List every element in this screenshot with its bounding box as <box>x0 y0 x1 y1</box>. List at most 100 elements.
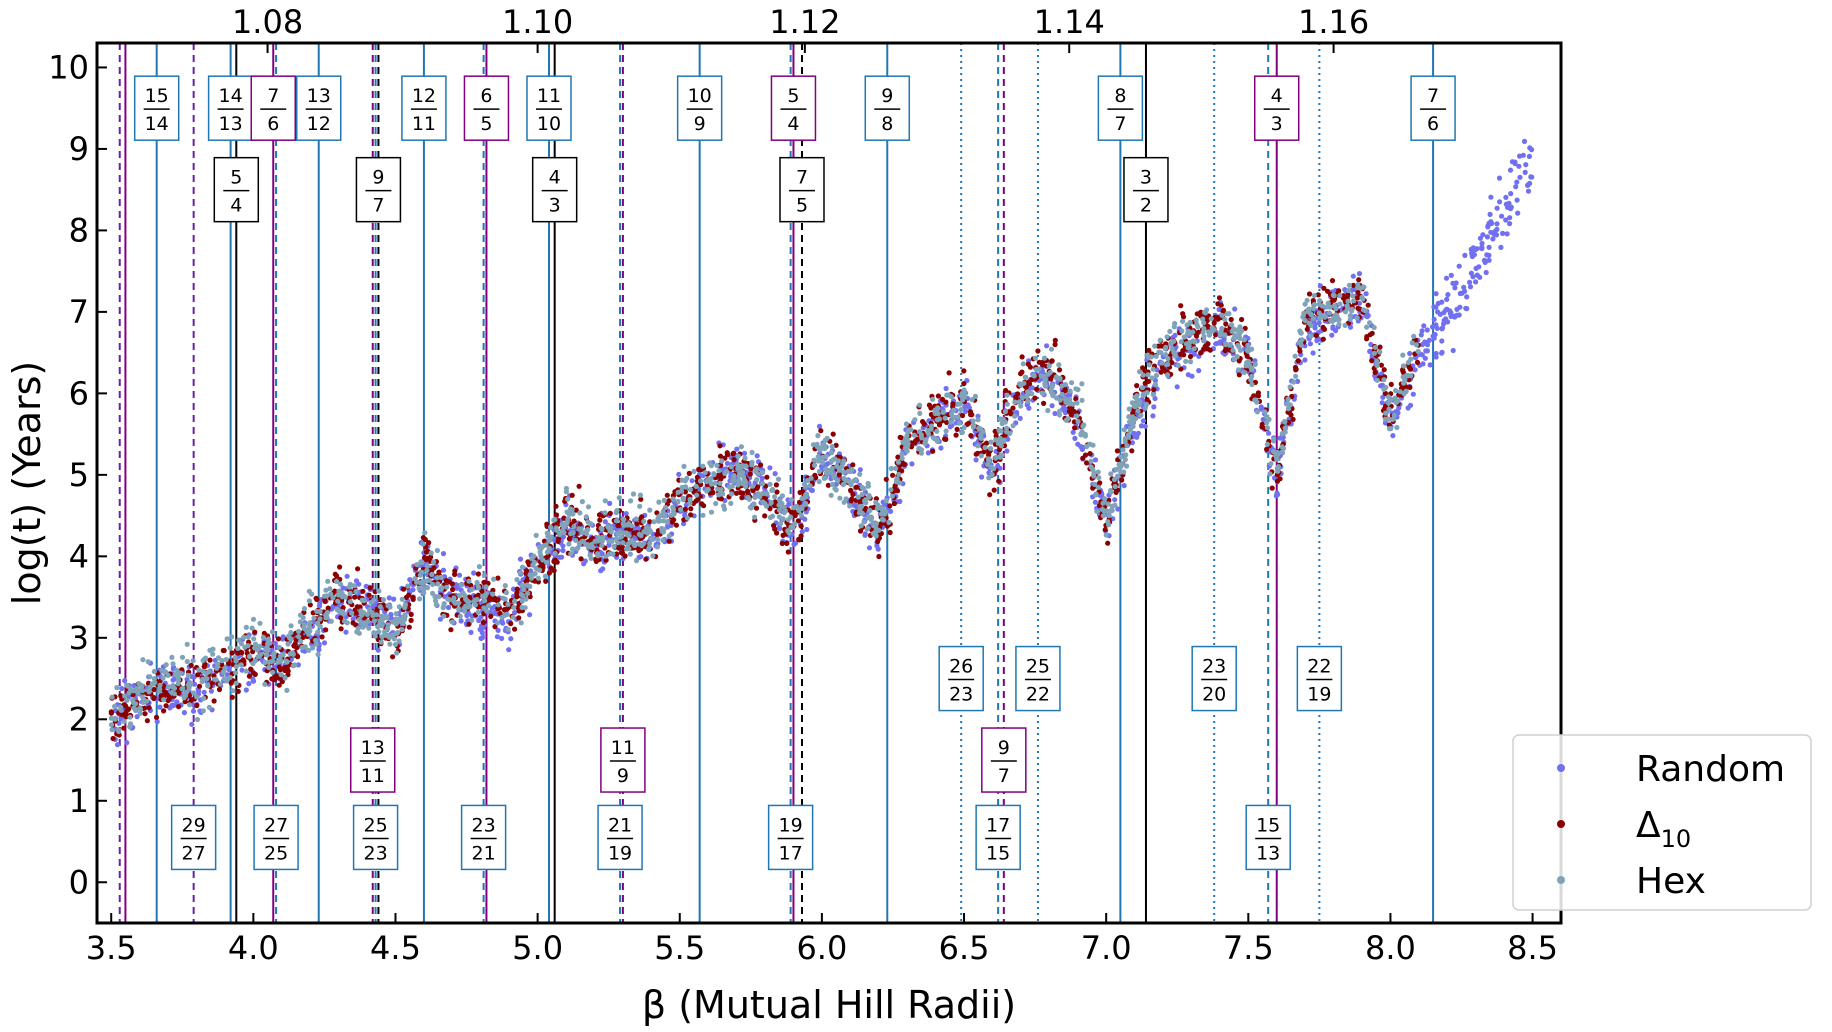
data-point <box>1178 303 1184 309</box>
data-point <box>1216 295 1223 301</box>
data-point <box>1159 360 1165 366</box>
data-point <box>746 496 752 502</box>
data-point <box>1165 361 1171 367</box>
data-point <box>1237 336 1243 342</box>
data-point <box>350 620 356 626</box>
data-point <box>724 468 730 474</box>
data-point <box>568 531 574 537</box>
data-point <box>735 482 741 488</box>
data-point <box>1236 372 1242 378</box>
data-point <box>1164 334 1170 340</box>
data-point <box>307 602 313 608</box>
data-point <box>1329 332 1335 338</box>
data-point <box>233 664 239 670</box>
data-point <box>625 541 631 548</box>
data-point <box>466 599 472 605</box>
data-point <box>1153 372 1159 379</box>
data-point <box>184 658 190 665</box>
data-point <box>521 586 527 593</box>
data-point <box>393 621 399 627</box>
data-point <box>1400 352 1406 358</box>
data-point <box>1421 323 1427 329</box>
data-point <box>830 457 836 463</box>
resonance-numerator: 3 <box>1140 167 1152 189</box>
data-point <box>1027 364 1033 370</box>
data-point <box>1254 409 1260 415</box>
data-point <box>620 516 626 522</box>
data-point <box>760 481 766 487</box>
data-point <box>1163 344 1169 350</box>
data-point <box>122 693 128 699</box>
data-point <box>540 557 546 563</box>
data-point <box>622 553 628 559</box>
data-point <box>1354 315 1360 321</box>
data-point <box>288 623 294 629</box>
data-point <box>930 396 936 402</box>
data-point <box>791 505 797 511</box>
data-point <box>763 503 770 509</box>
data-point <box>210 651 216 657</box>
data-point <box>1381 377 1387 383</box>
data-point <box>1293 373 1299 379</box>
resonance-label: 76 <box>250 75 296 141</box>
data-point <box>130 692 136 698</box>
data-point <box>1118 469 1124 475</box>
data-point <box>147 674 153 680</box>
data-point <box>1151 404 1157 410</box>
data-point <box>1311 301 1317 308</box>
data-point <box>1306 291 1313 297</box>
data-point <box>417 572 423 578</box>
data-point <box>1317 315 1323 321</box>
data-point <box>309 591 315 597</box>
data-point <box>127 724 133 730</box>
data-point <box>1350 273 1356 279</box>
data-point <box>522 605 528 611</box>
data-point <box>795 518 802 524</box>
data-point <box>1069 380 1075 386</box>
data-point <box>1091 473 1097 479</box>
data-point <box>1207 347 1213 353</box>
resonance-numerator: 9 <box>881 85 893 107</box>
data-point <box>1142 405 1148 411</box>
data-point <box>1507 167 1514 173</box>
data-point <box>691 468 697 474</box>
data-point <box>760 469 766 476</box>
resonance-denominator: 4 <box>787 113 799 135</box>
data-point <box>1418 332 1424 338</box>
data-point <box>441 603 447 610</box>
data-point <box>151 686 157 693</box>
data-point <box>821 475 827 481</box>
data-point <box>1127 427 1133 433</box>
data-point <box>1386 406 1392 412</box>
y-tick-label: 8 <box>69 211 89 249</box>
resonance-numerator: 7 <box>267 85 279 107</box>
resonance-label: 75 <box>779 156 825 223</box>
data-point <box>602 498 608 504</box>
data-point <box>747 504 754 510</box>
data-point <box>511 604 517 610</box>
data-point <box>429 571 435 578</box>
data-point <box>243 624 249 631</box>
data-point <box>1330 324 1336 330</box>
data-point <box>314 608 320 615</box>
data-point <box>1321 285 1327 291</box>
data-point <box>1483 269 1489 276</box>
data-point <box>1505 204 1511 210</box>
data-point <box>1470 274 1476 280</box>
data-point <box>1217 332 1223 338</box>
data-point <box>627 551 634 557</box>
data-point <box>178 670 184 676</box>
data-point <box>1529 147 1535 153</box>
data-point <box>824 435 830 441</box>
data-point <box>264 652 270 658</box>
data-point <box>736 478 742 484</box>
data-point <box>280 634 286 640</box>
data-point <box>1348 308 1355 314</box>
data-point <box>1486 257 1492 263</box>
data-point <box>424 578 430 584</box>
data-points <box>108 138 1535 748</box>
data-point <box>1337 301 1343 307</box>
data-point <box>278 672 284 678</box>
data-point <box>1360 307 1367 313</box>
data-point <box>525 590 531 597</box>
